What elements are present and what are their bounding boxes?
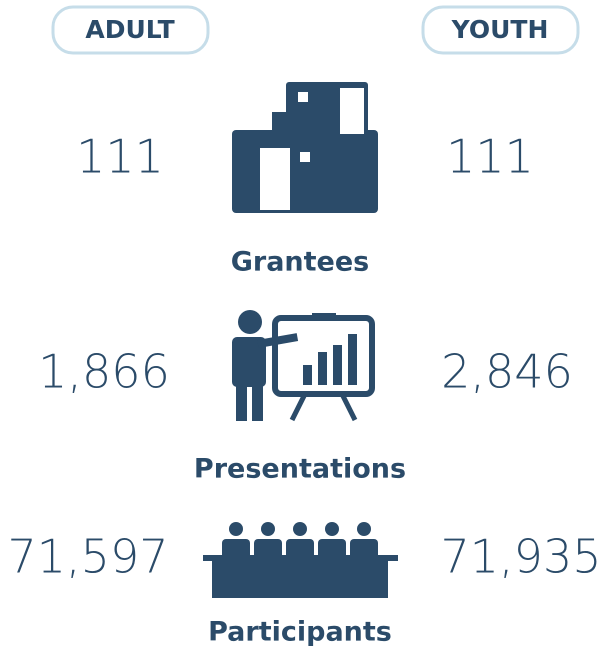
audience-icon (203, 522, 398, 598)
youth-value: 111 (446, 130, 534, 184)
row-label: Participants (208, 617, 392, 648)
youth-value: 2,846 (441, 345, 573, 399)
buildings-icon (232, 82, 378, 213)
row-label: Presentations (194, 454, 406, 485)
adult-pill (51, 5, 210, 55)
youth-value: 71,935 (441, 530, 602, 584)
youth-header: YOUTH (451, 15, 549, 44)
adult-header: ADULT (85, 15, 174, 44)
adult-value: 1,866 (38, 345, 170, 399)
adult-value: 71,597 (8, 530, 169, 584)
adult-value: 111 (76, 130, 164, 184)
presenter-icon (232, 310, 375, 422)
row-label: Grantees (231, 247, 370, 278)
youth-pill (421, 5, 580, 55)
